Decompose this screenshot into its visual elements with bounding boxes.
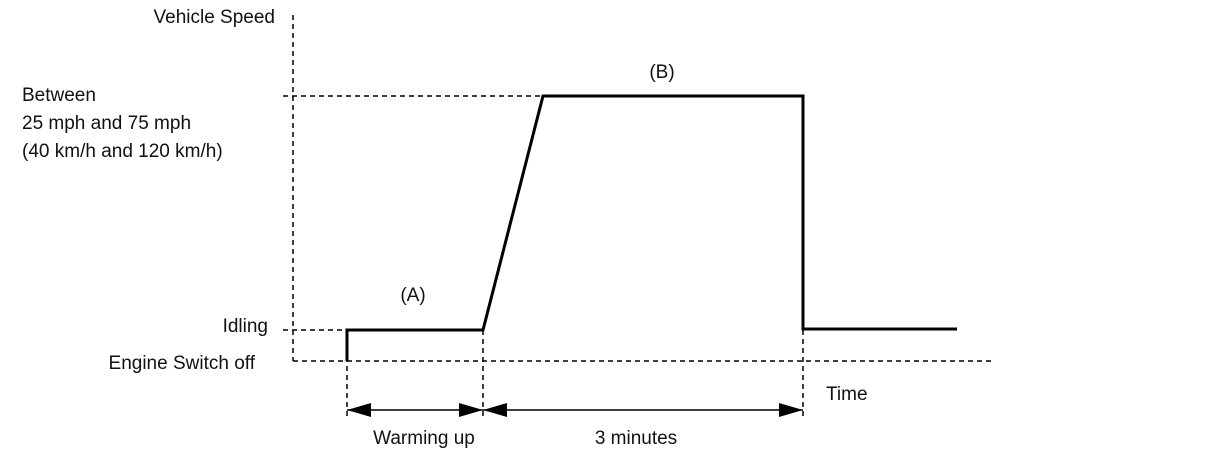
x-axis-title: Time: [826, 384, 868, 405]
phase-a-label: (A): [400, 285, 425, 306]
warming-up-label: Warming up: [373, 428, 475, 449]
speed-range-label: Between 25 mph and 75 mph (40 km/h and 1…: [22, 85, 223, 162]
speed-profile-line: [345, 94, 957, 361]
engine-off-label: Engine Switch off: [109, 353, 256, 374]
phase-b-label: (B): [649, 62, 674, 83]
idling-label: Idling: [223, 316, 268, 337]
warming-up-arrow: [347, 403, 483, 417]
three-minutes-arrow: [483, 403, 803, 417]
y-axis-title: Vehicle Speed: [154, 7, 276, 28]
speed-range-line-2: 25 mph and 75 mph: [22, 113, 191, 134]
speed-range-line-1: Between: [22, 85, 96, 106]
speed-range-line-3: (40 km/h and 120 km/h): [22, 141, 223, 162]
three-minutes-label: 3 minutes: [595, 428, 677, 449]
